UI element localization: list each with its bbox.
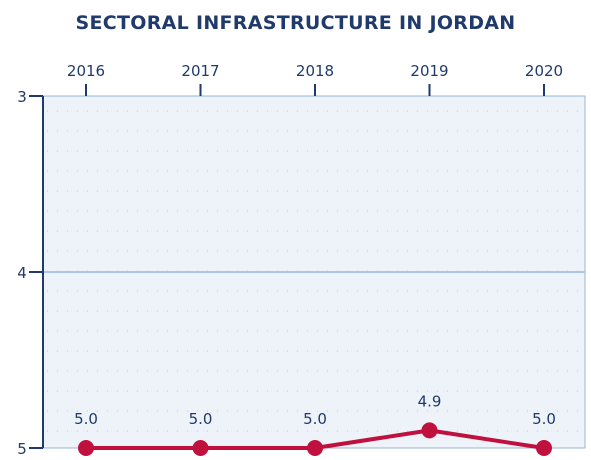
x-tick-label: 2017: [181, 62, 219, 80]
data-point: [192, 440, 209, 456]
x-tick-label: 2016: [67, 62, 105, 80]
x-tick-label: 2018: [296, 62, 334, 80]
y-tick-label: 5: [17, 440, 27, 458]
y-tick-label: 3: [17, 88, 27, 106]
chart-title: SECTORAL INFRASTRUCTURE IN JORDAN: [75, 12, 516, 34]
data-label: 5.0: [74, 410, 98, 428]
y-tick-label: 4: [17, 264, 27, 282]
data-label: 4.9: [418, 392, 442, 410]
x-tick-label: 2019: [410, 62, 448, 80]
data-label: 5.0: [532, 410, 556, 428]
x-tick-label: 2020: [525, 62, 563, 80]
data-point: [421, 422, 438, 439]
data-point: [536, 440, 552, 456]
data-point: [307, 440, 323, 456]
data-label: 5.0: [303, 410, 327, 428]
data-label: 5.0: [189, 410, 213, 428]
data-point: [78, 440, 94, 456]
